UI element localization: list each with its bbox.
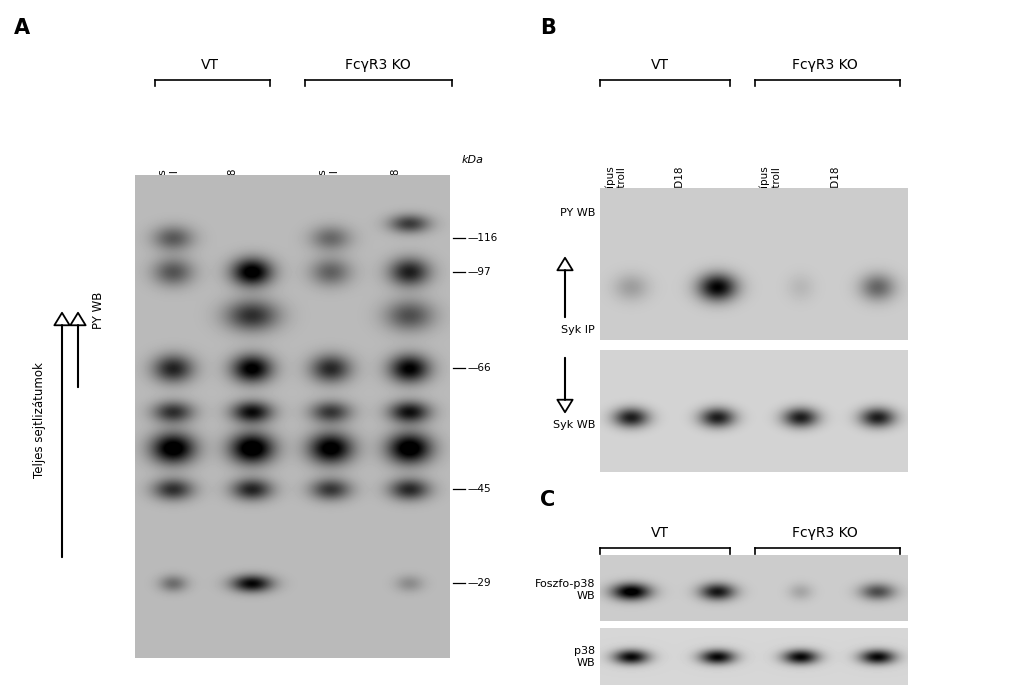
Text: —66: —66 <box>467 363 490 373</box>
Text: FcγR3 KO: FcγR3 KO <box>793 58 858 72</box>
Text: anti-CD18: anti-CD18 <box>830 165 840 218</box>
Text: kDa: kDa <box>462 155 484 165</box>
Text: VT: VT <box>201 58 219 72</box>
Text: p38
WB: p38 WB <box>573 646 595 668</box>
Text: Teljes sejtlizátumok: Teljes sejtlizátumok <box>34 362 46 478</box>
Text: Izotípus
Kontroll: Izotípus Kontroll <box>157 168 179 209</box>
Text: Izotípus
Kontroll: Izotípus Kontroll <box>759 632 781 672</box>
Text: PY WB: PY WB <box>560 208 595 218</box>
Text: anti-CD18: anti-CD18 <box>830 632 840 684</box>
Text: Izotípus
Kontroll: Izotípus Kontroll <box>759 165 781 206</box>
Text: —116: —116 <box>467 233 498 243</box>
Text: C: C <box>540 490 555 510</box>
Text: VT: VT <box>651 58 669 72</box>
Text: Syk IP: Syk IP <box>561 325 595 335</box>
Text: VT: VT <box>651 526 669 540</box>
Text: Izotípus
Kontroll: Izotípus Kontroll <box>604 632 626 672</box>
Text: anti-CD18: anti-CD18 <box>674 165 684 218</box>
Text: —29: —29 <box>467 578 490 588</box>
Text: Izotípus
Kontroll: Izotípus Kontroll <box>604 165 626 206</box>
Text: anti-CD18: anti-CD18 <box>227 168 237 220</box>
Text: A: A <box>14 18 30 38</box>
Text: B: B <box>540 18 556 38</box>
Text: FcγR3 KO: FcγR3 KO <box>793 526 858 540</box>
Text: Syk WB: Syk WB <box>553 420 595 430</box>
Text: Foszfo-p38
WB: Foszfo-p38 WB <box>535 579 595 601</box>
Text: anti-CD18: anti-CD18 <box>390 168 400 220</box>
Text: anti-CD18: anti-CD18 <box>674 632 684 684</box>
Text: Izotípus
Kontroll: Izotípus Kontroll <box>317 168 339 209</box>
Text: FcγR3 KO: FcγR3 KO <box>345 58 411 72</box>
Text: —97: —97 <box>467 267 490 276</box>
Text: PY WB: PY WB <box>92 291 105 329</box>
Text: —45: —45 <box>467 484 490 494</box>
